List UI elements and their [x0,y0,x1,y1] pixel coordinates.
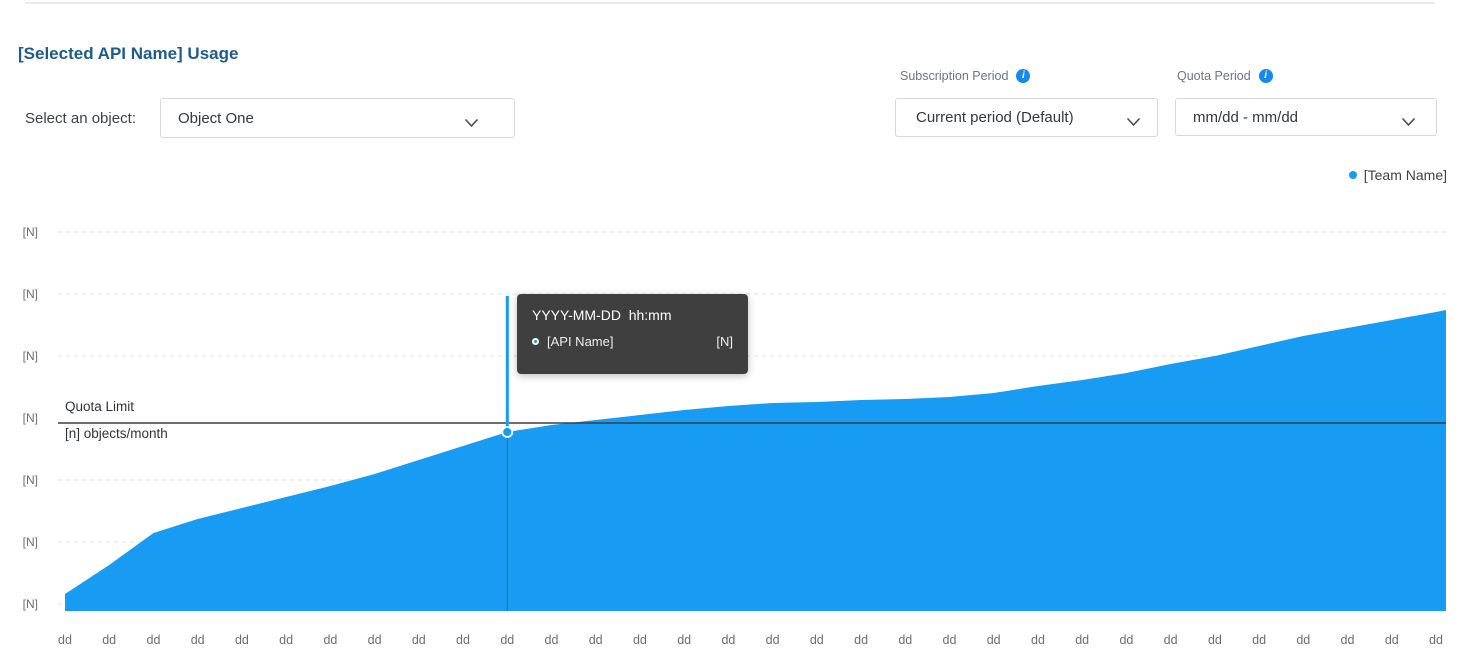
x-axis-tick-label: dd [545,633,559,647]
y-axis-tick-label: [N] [23,287,38,301]
x-axis-tick-label: dd [1031,633,1045,647]
quota-period-select[interactable]: mm/dd - mm/dd [1175,98,1437,136]
x-axis-tick-label: dd [987,633,1001,647]
tooltip-series-name: [API Name] [547,334,614,349]
x-axis-tick-label: dd [500,633,514,647]
quota-period-label: Quota Period [1177,69,1251,83]
x-axis-tick-label: dd [323,633,337,647]
x-axis-tick-label: dd [102,633,116,647]
y-axis-tick-label: [N] [23,597,38,611]
y-axis-tick-label: [N] [23,411,38,425]
quota-period-label-row: Quota Period i [1177,69,1273,83]
x-axis-tick-label: dd [1208,633,1222,647]
x-axis-tick-label: dd [677,633,691,647]
tooltip-timestamp: YYYY-MM-DD hh:mm [532,307,672,323]
page-title: [Selected API Name] Usage [18,44,239,63]
x-axis-tick-label: dd [943,633,957,647]
legend-dot-icon [1348,171,1357,179]
x-axis-tick-label: dd [766,633,780,647]
tooltip-series-row: [API Name] [N] [532,334,733,349]
info-icon[interactable]: i [1258,69,1273,83]
y-axis-tick-label: [N] [23,349,38,363]
quota-period-value: mm/dd - mm/dd [1193,108,1299,126]
chevron-down-icon [465,115,478,133]
tooltip-series-value: [N] [716,334,733,349]
chevron-down-icon [1127,114,1140,132]
x-axis-tick-label: dd [589,633,603,647]
object-select[interactable]: Object One [160,98,515,138]
x-axis-tick-label: dd [1385,633,1399,647]
top-divider [25,2,1435,4]
x-axis-tick-label: dd [1296,633,1310,647]
subscription-period-value: Current period (Default) [916,109,1074,126]
x-axis-tick-label: dd [1164,633,1178,647]
subscription-period-label-row: Subscription Period i [900,69,1031,83]
x-axis-tick-label: dd [898,633,912,647]
x-axis-tick-label: dd [412,633,426,647]
x-axis-tick-label: dd [191,633,205,647]
x-axis-tick-label: dd [147,633,161,647]
chevron-down-icon [1402,114,1415,132]
subscription-period-label: Subscription Period [900,69,1009,83]
quota-limit-label: Quota Limit [65,399,135,414]
chart-tooltip: YYYY-MM-DD hh:mm [API Name] [N] [517,294,748,374]
x-axis-tick-label: dd [1341,633,1355,647]
object-select-value: Object One [178,109,254,127]
x-axis-tick-label: dd [854,633,868,647]
subscription-period-select[interactable]: Current period (Default) [895,98,1158,137]
x-axis-tick-label: dd [58,633,72,647]
hover-marker [501,426,514,438]
x-axis-tick-label: dd [1119,633,1133,647]
x-axis-tick-label: dd [810,633,824,647]
legend-label: [Team Name] [1363,167,1447,183]
quota-limit-sublabel: [n] objects/month [65,426,168,441]
x-axis-tick-label: dd [235,633,249,647]
object-select-label: Select an object: [25,110,136,127]
y-axis-tick-label: [N] [23,535,38,549]
y-axis-tick-label: [N] [23,473,38,487]
info-icon[interactable]: i [1016,69,1031,83]
x-axis-tick-label: dd [279,633,293,647]
legend-item-team[interactable]: [Team Name] [1348,167,1447,183]
series-dot-icon [532,338,539,345]
x-axis-tick-label: dd [721,633,735,647]
x-axis-tick-label: dd [1252,633,1266,647]
usage-area-series [65,310,1446,611]
x-axis-tick-label: dd [633,633,647,647]
x-axis-tick-label: dd [368,633,382,647]
x-axis-tick-label: dd [1075,633,1089,647]
x-axis-tick-label: dd [1429,633,1443,647]
y-axis-tick-label: [N] [23,225,38,239]
x-axis-tick-label: dd [456,633,470,647]
